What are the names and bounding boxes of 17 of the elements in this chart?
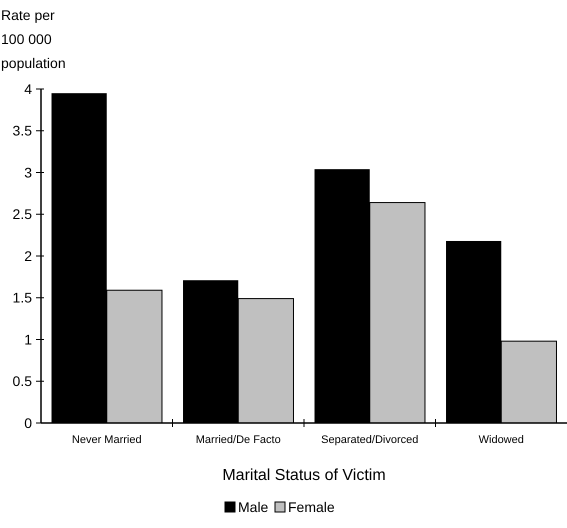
legend-label: Female: [288, 499, 335, 515]
y-tick-label: 0.5: [12, 373, 32, 390]
y-tick-label: 3.5: [12, 122, 32, 139]
y-tick-label: 0: [24, 414, 32, 431]
x-tick-label: Married/De Facto: [196, 434, 281, 446]
x-axis-title: Marital Status of Victim: [222, 467, 386, 484]
y-tick-label: 4: [24, 80, 32, 97]
y-tick-label: 2: [24, 248, 32, 264]
y-axis-title: Rate per 100 000 population: [1, 7, 66, 71]
y-tick-label: 3: [24, 164, 32, 180]
y-tick-label: 2.5: [12, 206, 32, 222]
legend-label: Male: [238, 499, 269, 515]
x-tick-label: Never Married: [72, 434, 142, 446]
y-tick-label: 1: [24, 331, 32, 348]
x-tick-label: Widowed: [478, 434, 524, 446]
y-tick-label: 1.5: [12, 290, 32, 306]
x-tick-label: Separated/Divorced: [321, 434, 418, 446]
